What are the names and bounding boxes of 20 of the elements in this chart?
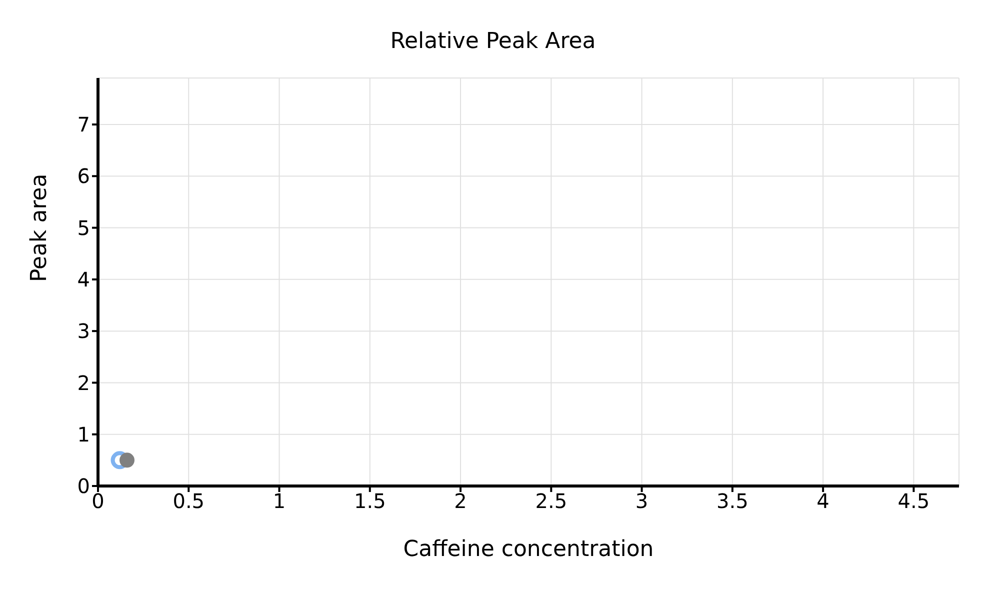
x-tick-label: 3.5	[716, 489, 748, 514]
y-tick-label: 6	[77, 164, 90, 188]
x-tick-label: 2	[454, 489, 467, 514]
x-tick-label: 1	[272, 489, 286, 514]
x-tick-label: 3	[635, 489, 648, 514]
y-tick-label: 5	[77, 216, 90, 240]
x-tick-label: 4	[816, 489, 830, 514]
y-axis-title: Peak area	[26, 174, 52, 282]
y-tick-label: 4	[77, 268, 90, 292]
x-axis-title: Caffeine concentration	[403, 537, 654, 562]
y-tick-label: 0	[77, 474, 90, 498]
y-tick-label: 7	[77, 112, 90, 137]
chart-title: Relative Peak Area	[390, 29, 596, 54]
y-tick-label: 3	[77, 319, 90, 344]
x-tick-label: 2.5	[535, 489, 568, 514]
y-tick-label: 2	[77, 370, 90, 395]
y-tick-label: 1	[77, 422, 90, 446]
x-tick-label: 1.5	[354, 489, 386, 514]
x-tick-label: 0.5	[172, 489, 205, 514]
x-tick-label: 4.5	[898, 489, 930, 514]
